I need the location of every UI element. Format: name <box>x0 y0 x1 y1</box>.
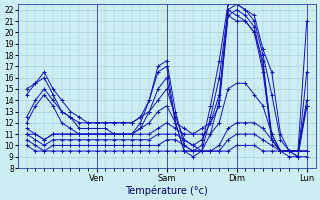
X-axis label: Température (°c): Température (°c) <box>125 185 208 196</box>
